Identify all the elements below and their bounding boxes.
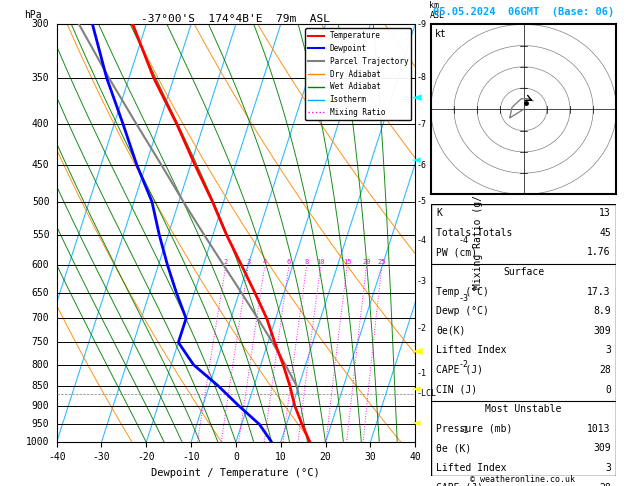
Text: PW (cm): PW (cm) bbox=[437, 247, 477, 258]
Text: 800: 800 bbox=[32, 360, 50, 370]
Text: Dewp (°C): Dewp (°C) bbox=[437, 306, 489, 316]
Text: 2: 2 bbox=[224, 259, 228, 265]
Text: 6: 6 bbox=[287, 259, 291, 265]
Text: Most Unstable: Most Unstable bbox=[486, 404, 562, 414]
Text: 0: 0 bbox=[605, 384, 611, 395]
Text: © weatheronline.co.uk: © weatheronline.co.uk bbox=[470, 474, 574, 484]
Text: ◄: ◄ bbox=[412, 384, 421, 394]
Text: -8: -8 bbox=[417, 73, 427, 82]
Text: Pressure (mb): Pressure (mb) bbox=[437, 424, 513, 434]
Text: -6: -6 bbox=[417, 160, 427, 170]
Text: 25: 25 bbox=[378, 259, 386, 265]
Text: θe (K): θe (K) bbox=[437, 443, 472, 453]
Text: 500: 500 bbox=[32, 197, 50, 207]
Text: 1000: 1000 bbox=[26, 437, 50, 447]
Text: Lifted Index: Lifted Index bbox=[437, 346, 507, 355]
Text: 8.9: 8.9 bbox=[593, 306, 611, 316]
Text: 450: 450 bbox=[32, 160, 50, 170]
Text: 13: 13 bbox=[599, 208, 611, 218]
Legend: Temperature, Dewpoint, Parcel Trajectory, Dry Adiabat, Wet Adiabat, Isotherm, Mi: Temperature, Dewpoint, Parcel Trajectory… bbox=[305, 28, 411, 120]
Text: 3: 3 bbox=[246, 259, 250, 265]
Text: ◄: ◄ bbox=[412, 343, 423, 357]
Text: Totals Totals: Totals Totals bbox=[437, 228, 513, 238]
Text: ◄: ◄ bbox=[412, 156, 421, 165]
Text: CIN (J): CIN (J) bbox=[437, 384, 477, 395]
Text: -9: -9 bbox=[417, 20, 427, 29]
X-axis label: Dewpoint / Temperature (°C): Dewpoint / Temperature (°C) bbox=[152, 468, 320, 478]
Text: 3: 3 bbox=[605, 463, 611, 473]
Text: km
ASL: km ASL bbox=[430, 0, 445, 20]
Text: Lifted Index: Lifted Index bbox=[437, 463, 507, 473]
Text: -3: -3 bbox=[458, 294, 468, 302]
Text: 1.76: 1.76 bbox=[587, 247, 611, 258]
Text: 350: 350 bbox=[32, 73, 50, 83]
Text: -3: -3 bbox=[417, 278, 427, 286]
Text: 8: 8 bbox=[304, 259, 309, 265]
Text: 900: 900 bbox=[32, 400, 50, 411]
Text: -1: -1 bbox=[417, 369, 427, 378]
Text: -2: -2 bbox=[458, 360, 468, 369]
Text: 10: 10 bbox=[316, 259, 325, 265]
Text: CAPE (J): CAPE (J) bbox=[437, 365, 484, 375]
Text: 05.05.2024  06GMT  (Base: 06): 05.05.2024 06GMT (Base: 06) bbox=[433, 7, 615, 17]
Text: ◄: ◄ bbox=[412, 91, 421, 104]
Text: kt: kt bbox=[435, 29, 447, 39]
Text: -LCL: -LCL bbox=[417, 389, 437, 399]
Text: 550: 550 bbox=[32, 230, 50, 240]
Text: 650: 650 bbox=[32, 288, 50, 298]
Text: 850: 850 bbox=[32, 381, 50, 391]
Text: 28: 28 bbox=[599, 483, 611, 486]
Text: 20: 20 bbox=[362, 259, 371, 265]
Text: 309: 309 bbox=[593, 443, 611, 453]
Text: 600: 600 bbox=[32, 260, 50, 270]
Text: 15: 15 bbox=[343, 259, 352, 265]
Text: -5: -5 bbox=[458, 179, 468, 189]
Text: -4: -4 bbox=[458, 237, 468, 245]
Text: 700: 700 bbox=[32, 313, 50, 324]
Text: 17.3: 17.3 bbox=[587, 287, 611, 296]
Text: ◄: ◄ bbox=[412, 418, 421, 428]
Text: -4: -4 bbox=[417, 237, 427, 245]
Text: K: K bbox=[437, 208, 442, 218]
Text: 45: 45 bbox=[599, 228, 611, 238]
Text: θe(K): θe(K) bbox=[437, 326, 466, 336]
Text: 28: 28 bbox=[599, 365, 611, 375]
Text: 300: 300 bbox=[32, 19, 50, 29]
Text: Mixing Ratio (g/kg): Mixing Ratio (g/kg) bbox=[472, 177, 482, 289]
Text: Temp (°C): Temp (°C) bbox=[437, 287, 489, 296]
Text: 950: 950 bbox=[32, 419, 50, 430]
Text: 3: 3 bbox=[605, 346, 611, 355]
Text: CAPE (J): CAPE (J) bbox=[437, 483, 484, 486]
Text: 400: 400 bbox=[32, 119, 50, 129]
Text: Surface: Surface bbox=[503, 267, 544, 277]
Text: 1013: 1013 bbox=[587, 424, 611, 434]
Text: hPa: hPa bbox=[25, 10, 42, 20]
Text: 309: 309 bbox=[593, 326, 611, 336]
Text: -5: -5 bbox=[417, 197, 427, 206]
Text: -2: -2 bbox=[417, 324, 427, 333]
Title: -37°00'S  174°4B'E  79m  ASL: -37°00'S 174°4B'E 79m ASL bbox=[142, 14, 330, 23]
Text: -7: -7 bbox=[417, 120, 427, 129]
Text: -1: -1 bbox=[458, 427, 468, 435]
Text: 4: 4 bbox=[263, 259, 267, 265]
Text: 750: 750 bbox=[32, 337, 50, 347]
